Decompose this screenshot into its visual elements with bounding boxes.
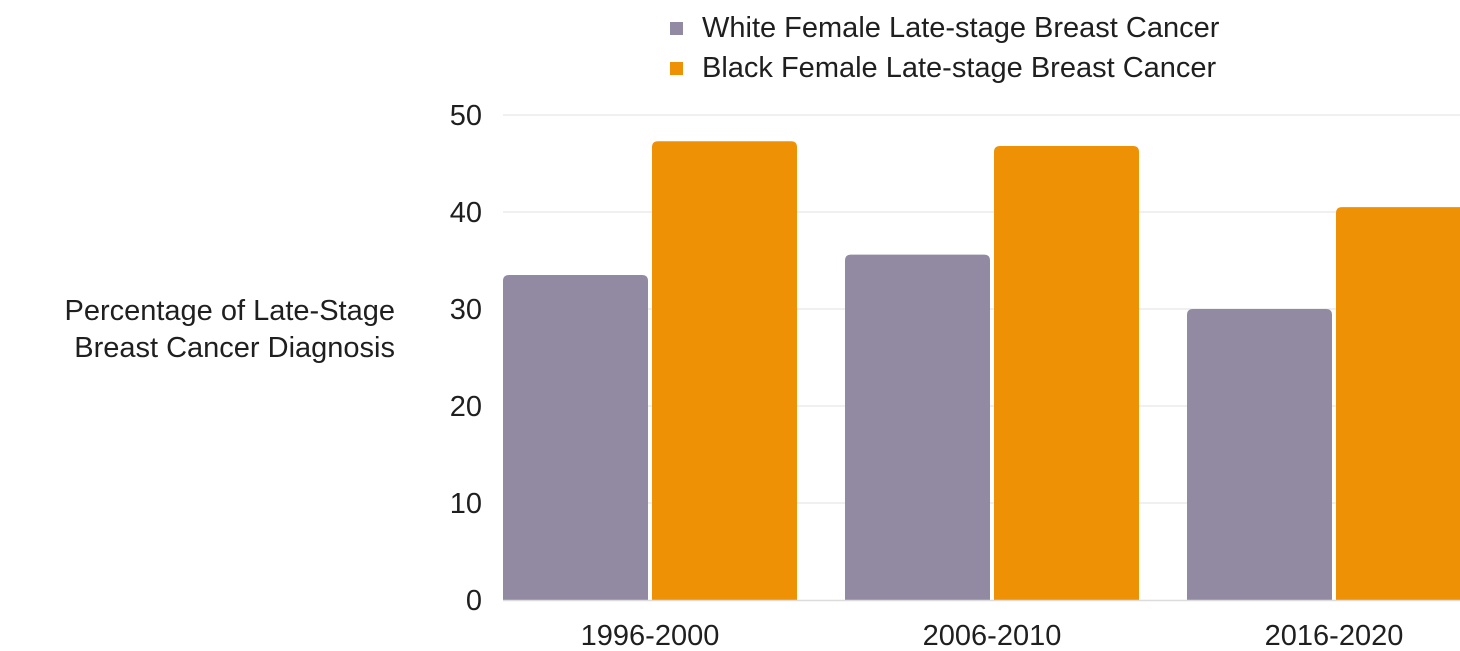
x-axis-ticks: 1996-2000 2006-2010 2016-2020 <box>581 620 1404 651</box>
legend-label-white: White Female Late-stage Breast Cancer <box>702 11 1220 44</box>
bar-black <box>994 146 1139 601</box>
legend-item-white: White Female Late-stage Breast Cancer <box>670 8 1219 48</box>
y-tick-label: 0 <box>466 585 482 617</box>
bar-black <box>652 141 797 600</box>
y-tick-label: 50 <box>450 100 482 132</box>
bar-white <box>1187 309 1332 600</box>
x-tick-label: 2006-2010 <box>923 620 1062 651</box>
y-axis-label-line-1: Percentage of Late-Stage <box>64 295 395 327</box>
y-axis-label: Percentage of Late-Stage Breast Cancer D… <box>0 293 395 367</box>
legend: White Female Late-stage Breast Cancer Bl… <box>670 8 1219 88</box>
y-tick-label: 10 <box>450 488 482 520</box>
y-tick-label: 40 <box>450 197 482 229</box>
bar-black <box>1336 207 1460 600</box>
legend-swatch-black <box>670 61 683 75</box>
bar-white <box>845 254 990 600</box>
bar-white <box>503 275 648 600</box>
y-tick-label: 30 <box>450 294 482 326</box>
legend-swatch-white <box>670 21 683 35</box>
y-axis-ticks: 0 10 20 30 40 50 <box>450 100 482 617</box>
legend-label-black: Black Female Late-stage Breast Cancer <box>702 51 1217 84</box>
y-tick-label: 20 <box>450 391 482 423</box>
y-axis-label-line-2: Breast Cancer Diagnosis <box>74 332 395 364</box>
x-tick-label: 1996-2000 <box>581 620 720 651</box>
bars <box>503 141 1460 601</box>
legend-item-black: Black Female Late-stage Breast Cancer <box>670 48 1219 88</box>
x-tick-label: 2016-2020 <box>1265 620 1404 651</box>
